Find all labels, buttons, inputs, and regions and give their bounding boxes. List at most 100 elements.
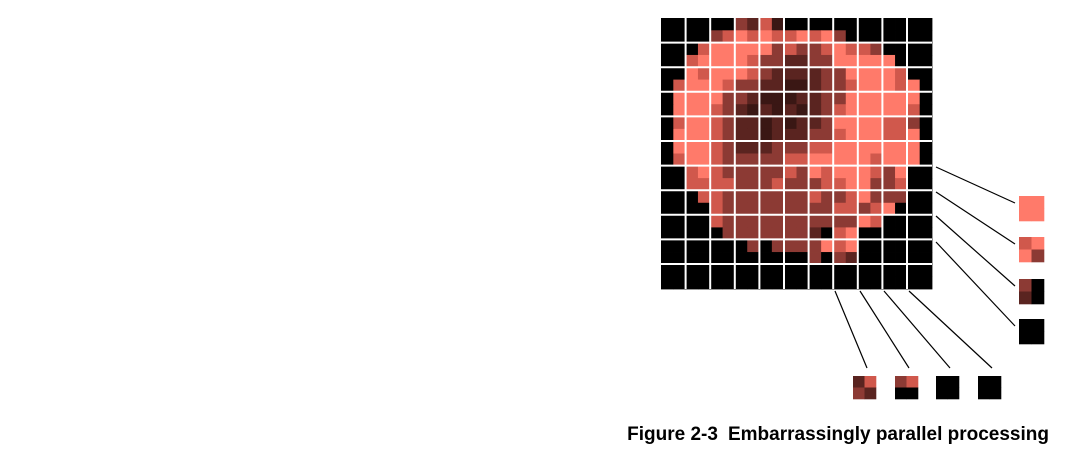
- image-pixel: [698, 18, 711, 31]
- image-pixel: [895, 30, 908, 43]
- image-pixel: [858, 203, 871, 216]
- image-pixel: [735, 277, 748, 290]
- image-pixel: [673, 104, 686, 117]
- image-pixel: [760, 129, 773, 142]
- image-pixel: [698, 240, 711, 253]
- tile-subpixel: [990, 388, 1002, 400]
- image-pixel: [772, 92, 785, 105]
- image-pixel: [723, 252, 736, 265]
- image-pixel: [772, 277, 785, 290]
- image-pixel: [821, 141, 834, 154]
- image-pixel: [760, 104, 773, 117]
- image-pixel: [686, 80, 699, 93]
- image-pixel: [760, 227, 773, 240]
- image-pixel: [784, 190, 797, 203]
- image-pixel: [673, 240, 686, 253]
- image-pixel: [760, 264, 773, 277]
- tile-subpixel: [1032, 209, 1045, 222]
- image-pixel: [846, 178, 859, 191]
- figure-title: Embarrassingly parallel processing: [728, 424, 1049, 445]
- image-pixel: [895, 43, 908, 56]
- image-pixel: [809, 129, 822, 142]
- image-pixel: [710, 129, 723, 142]
- image-pixel: [747, 30, 760, 43]
- image-pixel: [895, 215, 908, 228]
- image-pixel: [747, 227, 760, 240]
- image-pixel: [686, 129, 699, 142]
- image-pixel: [846, 67, 859, 80]
- image-pixel: [661, 67, 674, 80]
- image-pixel: [723, 80, 736, 93]
- image-pixel: [698, 227, 711, 240]
- leader-line: [884, 291, 950, 368]
- image-pixel: [760, 80, 773, 93]
- image-pixel: [735, 80, 748, 93]
- image-pixel: [723, 55, 736, 68]
- image-pixel: [698, 141, 711, 154]
- image-pixel: [883, 18, 896, 31]
- image-pixel: [710, 166, 723, 179]
- image-pixel: [784, 67, 797, 80]
- image-pixel: [710, 18, 723, 31]
- image-pixel: [673, 154, 686, 167]
- image-pixel: [686, 92, 699, 105]
- tile-subpixel: [907, 376, 919, 388]
- image-pixel: [920, 215, 933, 228]
- pixelated-image: [661, 18, 932, 289]
- image-pixel: [673, 203, 686, 216]
- image-pixel: [883, 252, 896, 265]
- image-pixel: [760, 203, 773, 216]
- tile-subpixel: [936, 388, 948, 400]
- image-pixel: [747, 166, 760, 179]
- image-pixel: [883, 104, 896, 117]
- image-pixel: [772, 252, 785, 265]
- image-pixel: [723, 178, 736, 191]
- image-pixel: [870, 264, 883, 277]
- image-pixel: [858, 227, 871, 240]
- image-pixel: [686, 277, 699, 290]
- image-pixel: [895, 92, 908, 105]
- image-pixel: [772, 18, 785, 31]
- tile-subpixel: [1019, 237, 1032, 250]
- image-pixel: [772, 67, 785, 80]
- image-pixel: [723, 240, 736, 253]
- image-pixel: [797, 55, 810, 68]
- image-pixel: [710, 67, 723, 80]
- image-pixel: [833, 215, 846, 228]
- image-pixel: [809, 43, 822, 56]
- image-pixel: [809, 240, 822, 253]
- image-pixel: [833, 141, 846, 154]
- image-pixel: [698, 178, 711, 191]
- image-pixel: [883, 141, 896, 154]
- image-pixel: [846, 80, 859, 93]
- image-pixel: [760, 43, 773, 56]
- tile-subpixel: [895, 376, 907, 388]
- image-pixel: [698, 154, 711, 167]
- image-pixel: [883, 30, 896, 43]
- image-pixel: [895, 141, 908, 154]
- image-pixel: [883, 277, 896, 290]
- image-pixel: [747, 129, 760, 142]
- image-pixel: [870, 80, 883, 93]
- image-pixel: [870, 277, 883, 290]
- extracted-tile: [978, 376, 1001, 399]
- image-pixel: [907, 55, 920, 68]
- image-pixel: [883, 240, 896, 253]
- image-pixel: [698, 215, 711, 228]
- image-pixel: [883, 154, 896, 167]
- image-pixel: [870, 129, 883, 142]
- extracted-tile: [1019, 196, 1044, 221]
- image-pixel: [735, 178, 748, 191]
- image-pixel: [907, 166, 920, 179]
- tile-subpixel: [978, 388, 990, 400]
- image-pixel: [858, 252, 871, 265]
- image-pixel: [698, 104, 711, 117]
- image-pixel: [735, 227, 748, 240]
- image-pixel: [833, 227, 846, 240]
- image-pixel: [661, 215, 674, 228]
- leader-line: [860, 291, 909, 368]
- image-pixel: [698, 55, 711, 68]
- image-pixel: [846, 240, 859, 253]
- tile-subpixel: [1019, 292, 1032, 305]
